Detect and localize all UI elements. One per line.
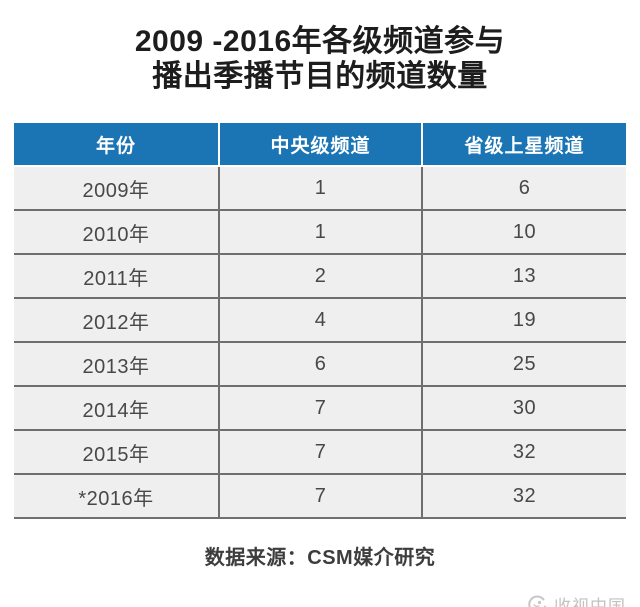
table-cell-year: 2009年 [14, 167, 218, 209]
table-header-row: 年份 中央级频道 省级上星频道 [14, 123, 626, 165]
data-source-caption: 数据来源：CSM媒介研究 [204, 547, 436, 569]
chart-title-line2: 播出季播节目的频道数量 [152, 60, 488, 93]
table-cell-provincial: 19 [423, 299, 626, 341]
chart-title: 2009 -2016年各级频道参与 播出季播节目的频道数量 [0, 24, 640, 94]
table-cell-year: 2010年 [14, 211, 218, 253]
table-cell-provincial: 30 [423, 387, 626, 429]
table-cell-central: 1 [220, 211, 421, 253]
table-cell-provincial: 32 [423, 475, 626, 517]
table-cell-year: 2015年 [14, 431, 218, 473]
table-body: 2009年 1 6 2010年 1 10 2011年 2 13 2012年 4 … [14, 167, 626, 519]
table-cell-provincial: 10 [423, 211, 626, 253]
table-cell-year: 2011年 [14, 255, 218, 297]
watermark: 收视中国 [526, 592, 626, 607]
table-cell-central: 7 [220, 475, 421, 517]
data-table: 年份 中央级频道 省级上星频道 2009年 1 6 2010年 1 10 201… [14, 123, 626, 519]
chart-title-line1: 2009 -2016年各级频道参与 [134, 25, 506, 58]
table-cell-central: 2 [220, 255, 421, 297]
watermark-label: 收视中国 [554, 597, 626, 607]
column-header-provincial-satellite-channels: 省级上星频道 [423, 123, 626, 165]
table-cell-provincial: 13 [423, 255, 626, 297]
table-cell-provincial: 6 [423, 167, 626, 209]
table-cell-year: 2014年 [14, 387, 218, 429]
table-cell-central: 7 [220, 387, 421, 429]
table-cell-central: 6 [220, 343, 421, 385]
table-cell-central: 7 [220, 431, 421, 473]
infographic-page: 2009 -2016年各级频道参与 播出季播节目的频道数量 年份 中央级频道 省… [0, 24, 640, 607]
column-header-central-channels: 中央级频道 [220, 123, 421, 165]
table-cell-year: *2016年 [14, 475, 218, 517]
table-cell-central: 4 [220, 299, 421, 341]
table-cell-year: 2012年 [14, 299, 218, 341]
table-cell-central: 1 [220, 167, 421, 209]
table-cell-provincial: 32 [423, 431, 626, 473]
table-cell-year: 2013年 [14, 343, 218, 385]
swirl-logo-icon [526, 594, 548, 607]
column-header-year: 年份 [14, 123, 218, 165]
table-cell-provincial: 25 [423, 343, 626, 385]
